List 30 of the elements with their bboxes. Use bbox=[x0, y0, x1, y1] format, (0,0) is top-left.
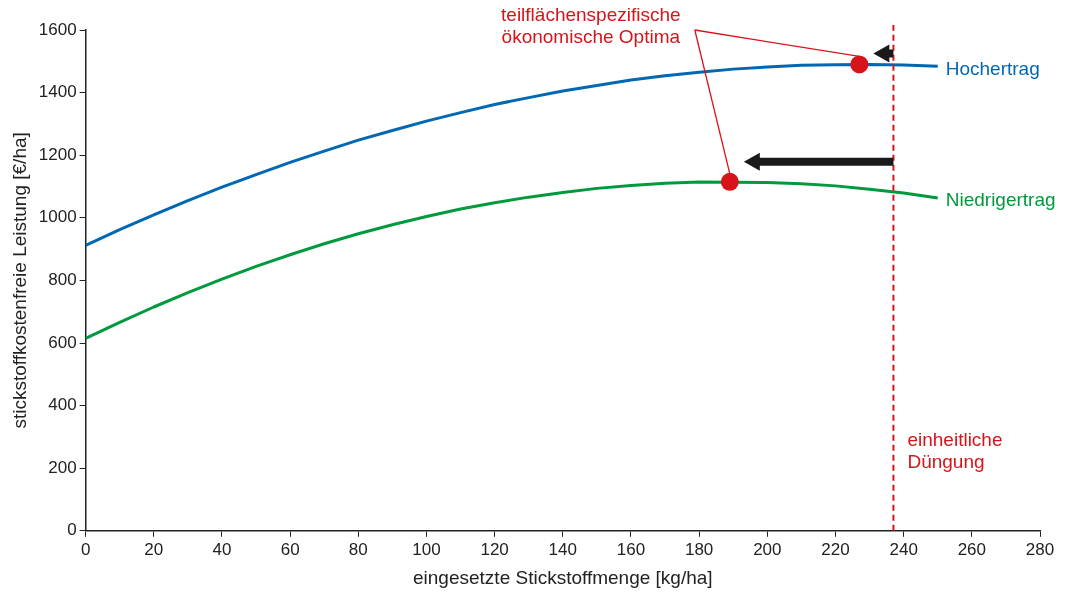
x-tick-label: 240 bbox=[889, 539, 918, 559]
x-tick-label: 140 bbox=[548, 539, 577, 559]
series-label: Hochertrag bbox=[945, 57, 1040, 79]
x-tick-label: 280 bbox=[1025, 539, 1055, 559]
x-tick-label: 120 bbox=[480, 539, 509, 559]
x-tick-label: 260 bbox=[957, 539, 987, 559]
y-tick-label: 1000 bbox=[38, 207, 77, 227]
x-tick-label: 100 bbox=[412, 539, 441, 559]
x-tick-label: 220 bbox=[821, 539, 850, 559]
x-tick-label: 40 bbox=[212, 539, 232, 559]
x-tick-label: 160 bbox=[616, 539, 646, 559]
y-tick-label: 1200 bbox=[38, 144, 77, 164]
y-tick-label: 1600 bbox=[38, 19, 77, 39]
x-tick-label: 60 bbox=[280, 539, 300, 559]
y-axis-title: stickstoffkostenfreie Leistung [€/ha] bbox=[8, 132, 30, 429]
y-tick-label: 400 bbox=[48, 395, 77, 415]
y-tick-label: 800 bbox=[48, 270, 77, 290]
x-tick-label: 0 bbox=[80, 539, 91, 559]
y-tick-label: 0 bbox=[67, 520, 77, 540]
x-tick-label: 180 bbox=[684, 539, 714, 559]
series-label: Niedrigertrag bbox=[945, 189, 1056, 211]
x-tick-label: 20 bbox=[144, 539, 164, 559]
ref-line-label: einheitliche Düngung bbox=[907, 428, 1003, 472]
annotation: teilflächenspezifische ökonomische Optima bbox=[501, 3, 681, 47]
y-tick-label: 200 bbox=[48, 457, 77, 477]
y-tick-label: 600 bbox=[48, 332, 77, 352]
x-axis-title: eingesetzte Stickstoffmenge [kg/ha] bbox=[413, 566, 713, 588]
x-tick-label: 80 bbox=[348, 539, 368, 559]
x-tick-label: 200 bbox=[753, 539, 782, 559]
y-tick-label: 1400 bbox=[38, 82, 77, 102]
